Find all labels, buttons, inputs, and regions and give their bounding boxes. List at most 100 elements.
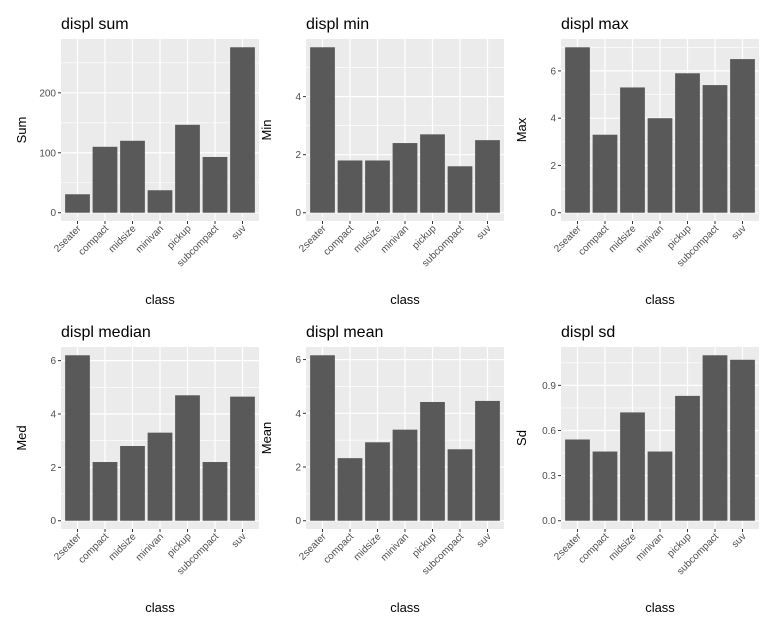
chart-title: displ sum <box>61 16 129 33</box>
bar-minivan <box>147 190 173 213</box>
x-tick-label: minivan <box>134 531 166 563</box>
x-tick-label: minivan <box>634 223 666 255</box>
x-axis-title: class <box>145 292 175 307</box>
y-tick-label: 0.0 <box>542 516 556 527</box>
x-tick-label: minivan <box>379 223 411 255</box>
bar-2seater <box>65 355 90 521</box>
bar-midsize <box>120 140 145 213</box>
x-axis-title: class <box>390 292 420 307</box>
x-tick-label: minivan <box>134 223 166 255</box>
y-tick-label: 0.6 <box>542 426 556 437</box>
bar-midsize <box>620 412 645 521</box>
x-axis-title: class <box>145 600 175 615</box>
y-tick-label: 4 <box>550 114 556 125</box>
y-tick-label: 2 <box>50 463 56 474</box>
chart-title: displ min <box>306 16 369 33</box>
bar-pickup <box>420 134 445 213</box>
bar-suv <box>730 59 755 213</box>
y-axis-title: Max <box>514 117 529 142</box>
x-tick-label: midsize <box>352 223 384 255</box>
bar-compact <box>337 458 363 521</box>
bar-pickup <box>420 402 445 521</box>
x-tick-label: minivan <box>379 531 411 563</box>
bar-compact <box>92 462 118 521</box>
bar-pickup <box>675 73 700 213</box>
x-tick-label: suv <box>230 531 249 550</box>
y-tick-label: 2 <box>295 150 301 161</box>
bar-subcompact <box>202 156 228 213</box>
y-axis-title: Med <box>14 425 29 450</box>
y-axis-title: Mean <box>259 422 274 455</box>
x-tick-label: compact <box>77 223 112 258</box>
y-tick-label: 0.9 <box>542 381 556 392</box>
chart-title: displ max <box>561 16 629 33</box>
y-axis-title: Sum <box>14 117 29 144</box>
y-tick-label: 0 <box>295 516 301 527</box>
bar-minivan <box>147 432 173 521</box>
bar-midsize <box>620 87 645 213</box>
y-axis-title: Sd <box>514 430 529 446</box>
x-tick-label: compact <box>577 531 612 566</box>
x-tick-label: suv <box>230 223 249 242</box>
x-axis-title: class <box>645 292 675 307</box>
bar-midsize <box>365 442 390 521</box>
x-axis-title: class <box>390 600 420 615</box>
x-tick-label: suv <box>475 223 494 242</box>
x-tick-label: midsize <box>607 531 639 563</box>
x-tick-label: compact <box>77 531 112 566</box>
y-tick-label: 6 <box>50 356 56 367</box>
bar-2seater <box>565 439 590 521</box>
bar-subcompact <box>702 355 728 521</box>
x-tick-label: compact <box>577 223 612 258</box>
bar-pickup <box>675 395 700 521</box>
y-tick-label: 0 <box>295 208 301 219</box>
x-tick-label: compact <box>322 223 357 258</box>
y-tick-label: 0 <box>50 208 56 219</box>
bar-suv <box>230 396 255 521</box>
x-tick-label: midsize <box>607 223 639 255</box>
bar-subcompact <box>447 449 473 521</box>
x-tick-label: suv <box>475 531 494 550</box>
x-tick-label: minivan <box>634 531 666 563</box>
bar-compact <box>92 146 118 213</box>
x-tick-label: suv <box>730 531 749 550</box>
bar-midsize <box>365 160 390 213</box>
y-tick-label: 4 <box>295 92 301 103</box>
chart-title: displ median <box>61 324 151 341</box>
bar-2seater <box>565 47 590 213</box>
bar-minivan <box>647 118 673 213</box>
chart-title: displ sd <box>561 324 615 341</box>
y-tick-label: 0 <box>550 208 556 219</box>
bar-suv <box>230 47 255 213</box>
y-tick-label: 200 <box>39 88 56 99</box>
bar-compact <box>337 160 363 213</box>
y-tick-label: 0.3 <box>542 471 556 482</box>
bar-compact <box>592 134 618 213</box>
bar-pickup <box>175 395 200 521</box>
bar-2seater <box>310 47 335 213</box>
y-axis-title: Min <box>259 120 274 141</box>
chart-title: displ mean <box>306 324 383 341</box>
bar-suv <box>475 400 500 521</box>
x-tick-label: midsize <box>107 531 139 563</box>
y-tick-label: 6 <box>550 66 556 77</box>
bar-minivan <box>647 451 673 521</box>
y-tick-label: 2 <box>295 463 301 474</box>
bar-pickup <box>175 124 200 213</box>
bar-minivan <box>392 143 418 213</box>
x-axis-title: class <box>645 600 675 615</box>
y-tick-label: 2 <box>550 161 556 172</box>
x-tick-label: midsize <box>107 223 139 255</box>
y-tick-label: 6 <box>295 355 301 366</box>
x-tick-label: compact <box>322 531 357 566</box>
y-tick-label: 100 <box>39 148 56 159</box>
bar-suv <box>730 359 755 521</box>
bar-2seater <box>65 194 90 213</box>
bar-compact <box>592 451 618 521</box>
